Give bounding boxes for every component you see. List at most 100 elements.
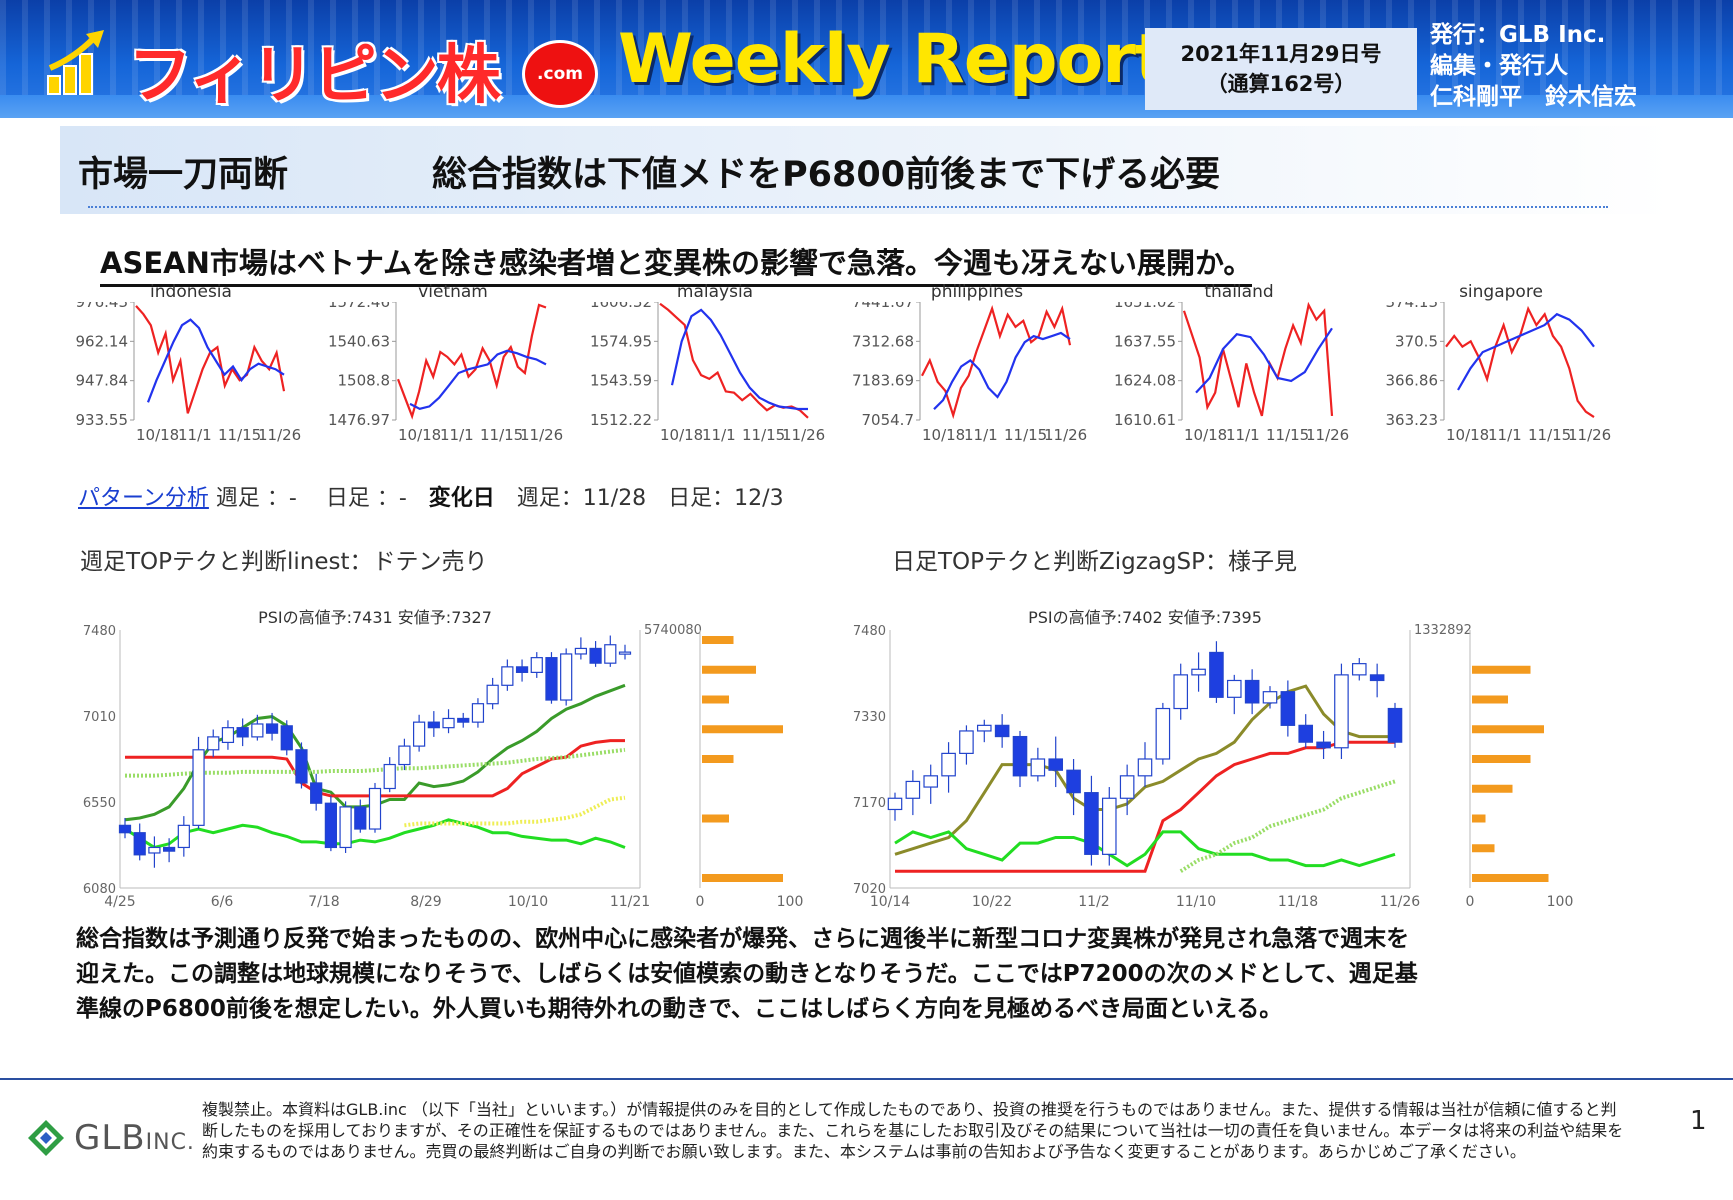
dotted-divider [88,206,1608,208]
volume-tick-label: 0 [1466,894,1475,910]
y-tick-label: 962.14 [76,332,129,350]
publisher-info: 発行：GLB Inc. 編集・発行人 仁科剛平 鈴木信宏 [1430,20,1637,113]
candle-down [1209,651,1224,698]
x-tick-label: 11/10 [1176,894,1216,910]
candle-down [236,727,249,738]
candle-up [574,647,587,655]
publisher-line: 編集・発行人 [1430,53,1568,79]
candle-up [339,806,352,849]
volume-bar [702,695,729,704]
mini-chart-malaysia: malaysia 1606.32 1574.95 1543.59 1512.22 10/1… [584,282,846,472]
y-tick-label: 947.84 [76,372,129,390]
x-tick-label: 11/18 [1278,894,1318,910]
candle-up [221,727,235,744]
volume-bar [1472,755,1531,763]
candle-down [1280,691,1296,726]
pattern-dates: 週足：11/28 日足：12/3 [494,486,784,511]
x-tick-label: 11/15 [1528,426,1571,444]
x-tick-label: 11/15 [480,426,523,444]
candle-up [959,730,974,754]
volume-bar [702,665,756,674]
x-tick-label: 10/18 [1184,426,1227,444]
mini-chart-title: indonesia [150,282,232,302]
header-banner [0,0,1733,118]
y-tick-label: 1637.55 [1114,332,1176,350]
x-tick-label: 11/26 [520,426,563,444]
volume-bar [702,755,734,763]
volume-bar [1472,695,1508,704]
candle-up [1191,668,1206,676]
y-tick-label: 976.43 [76,302,129,311]
disclaimer: 複製禁止。本資料はGLB.inc （以下「当社」といいます。）が情報提供のみを目… [202,1100,1624,1161]
x-tick-label: 11/15 [742,426,785,444]
mini-chart-title: thailand [1204,282,1274,302]
volume-tick-label: 100 [777,894,804,910]
y-tick-label: 1540.63 [328,332,390,350]
candle-down [1369,674,1385,682]
candle-down [1084,792,1099,855]
paragraph-line: 準線のP6800前後を想定したい。外人買いも期待外れの動きで、ここはしばらく方向… [76,996,1283,1022]
y-tick-label: 1574.95 [590,332,652,350]
moving-average-line [1457,312,1595,391]
candle-up [251,723,264,738]
y-tick-label: 1512.22 [590,411,652,429]
y-tick-label: 933.55 [76,411,129,429]
y-tick-label: 1543.59 [590,372,652,390]
candle-down [280,725,293,751]
glb-logo: GLBINC. [26,1118,195,1158]
candle-up [486,684,499,705]
pattern-analysis-row: パターン分析 週足 ：- 日足 ：- 変化日 週足：11/28 日足：12/3 [78,480,784,512]
volume-bar [702,636,734,644]
issue-number: （通算162号） [1206,72,1356,96]
x-tick-label: 11/2 [1078,894,1109,910]
y-tick-label: 7054.7 [862,411,915,429]
indicator-line [894,830,1396,868]
candle-up [1173,674,1189,710]
x-tick-label: 11/1 [1226,426,1260,444]
candle-up [604,644,617,664]
candle-down [1298,724,1314,743]
x-tick-label: 11/1 [178,426,212,444]
x-tick-label: 7/18 [308,894,339,910]
y-tick-label: 370.5 [1395,332,1438,350]
glb-diamond-icon [28,1120,64,1156]
candle-up [1226,679,1242,698]
page-number: 1 [1690,1106,1707,1136]
indicator-line [124,818,626,850]
y-tick-label: 1651.02 [1114,302,1176,311]
mini-chart-indonesia: indonesia 976.43 962.14 947.84 933.55 10/18 11… [60,282,322,472]
y-tick-label: 7020 [853,882,886,897]
candle-down [1048,758,1064,771]
x-tick-label: 10/10 [508,894,548,910]
indicator-line [1179,779,1396,873]
candle-up [398,745,411,766]
price-series-line [1445,305,1595,419]
y-tick-label: 1508.8 [338,372,391,390]
x-tick-label: 11/15 [1004,426,1047,444]
y-tick-label: 1572.46 [328,302,390,311]
volume-bar [1472,665,1531,674]
y-tick-label: 1476.97 [328,411,390,429]
mini-chart-philippines: philippines 7441.67 7312.68 7183.69 7054.7 10… [846,282,1108,472]
mini-chart-thailand: thailand 1651.02 1637.55 1624.08 1610.61 10/1… [1108,282,1370,472]
subheadline: ASEAN市場はベトナムを除き感染者増と変異株の影響で急落。今週も冴えない展開か… [100,240,1253,287]
pattern-analysis-link[interactable]: パターン分析 [78,486,209,511]
x-tick-label: 4/25 [104,894,135,910]
x-tick-label: 10/14 [870,894,910,910]
paragraph-line: 総合指数は予測通り反発で始まったものの、欧州中心に感染者が爆発、さらに週後半に新… [76,926,1410,952]
candle-up [177,824,190,849]
rising-chart-logo-icon [47,30,104,95]
candle-up [923,775,939,788]
y-tick-label: 7480 [83,624,116,639]
candle-down [133,832,146,856]
mini-chart-singapore: singapore 374.13 370.5 366.86 363.23 10/18 11/… [1370,282,1632,472]
com-badge: .com [522,40,598,108]
y-tick-label: 363.23 [1386,411,1439,429]
candle-up [530,657,543,673]
mini-chart-vietnam: vietnam 1572.46 1540.63 1508.8 1476.97 10/18 1… [322,282,584,472]
mini-chart-title: vietnam [418,282,488,302]
x-tick-label: 11/1 [440,426,474,444]
volume-max-label: 1332892 [1414,623,1472,638]
